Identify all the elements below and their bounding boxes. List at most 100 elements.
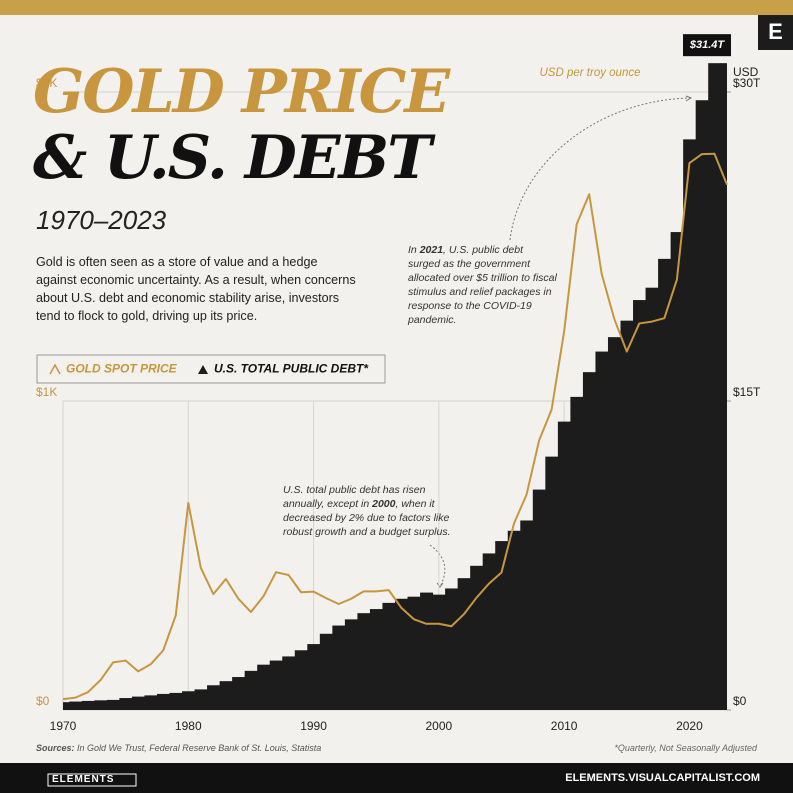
debt-bar — [94, 700, 108, 710]
arrow-head — [436, 582, 444, 588]
footnote: *Quarterly, Not Seasonally Adjusted — [614, 743, 757, 753]
debt-bar — [244, 670, 258, 710]
annotation: U.S. total public debt has risen annuall… — [283, 483, 458, 539]
x-tick-label: 1980 — [175, 719, 202, 733]
debt-bar — [63, 702, 70, 710]
text-part: Sources: — [36, 743, 78, 753]
debt-bar — [683, 139, 697, 710]
debt-bar — [207, 685, 221, 710]
text-part: , U.S. public debt surged as the governm… — [408, 244, 557, 326]
text-part: In — [408, 244, 420, 256]
debt-bar — [294, 650, 308, 710]
debt-bar — [382, 602, 396, 710]
debt-bar — [407, 596, 421, 710]
text-part: 2000 — [372, 498, 396, 510]
x-tick-label: 1970 — [50, 719, 77, 733]
title: & U.S. DEBT — [33, 123, 432, 193]
arrow-head — [685, 95, 693, 102]
value-label: $31.4T — [689, 39, 726, 51]
debt-bar — [119, 698, 133, 710]
debt-bar — [169, 692, 183, 710]
debt-bar — [269, 660, 283, 710]
y2-tick-label: $30T — [733, 76, 761, 90]
top-bar — [0, 0, 793, 15]
y2-tick-label: $0 — [733, 694, 747, 708]
brand-box — [47, 773, 137, 787]
debt-bar — [620, 320, 634, 710]
y2-axis-label: USD — [733, 65, 759, 79]
debt-bar — [219, 681, 233, 710]
text-part: , when it decreased by 2% due to factors… — [283, 498, 451, 538]
value-label-box — [683, 34, 731, 57]
debt-bar — [720, 63, 727, 710]
debt-bar — [633, 300, 647, 710]
gold-line — [62, 152, 728, 701]
y2-tick-label: $15T — [733, 385, 761, 399]
logo-box — [758, 15, 793, 50]
legend-marker — [49, 363, 61, 375]
x-tick-label: 2000 — [425, 719, 452, 733]
debt-bar — [532, 489, 546, 710]
debt-bar — [708, 63, 722, 710]
debt-bar — [282, 656, 296, 710]
annotation-arrow — [509, 97, 691, 241]
annotation-arrow — [429, 544, 446, 588]
debt-bar — [470, 565, 484, 710]
x-tick-label: 1990 — [300, 719, 327, 733]
brand: ELEMENTS — [52, 774, 115, 785]
debt-bar — [357, 613, 371, 710]
legend-box — [36, 354, 386, 384]
debt-bar — [595, 351, 609, 710]
debt-bar — [156, 693, 170, 710]
debt-bar — [144, 695, 158, 710]
legend-label: GOLD SPOT PRICE — [66, 362, 178, 376]
debt-bar — [194, 689, 208, 710]
text-part: U.S. total public debt has risen annuall… — [283, 484, 426, 510]
debt-bar — [695, 100, 709, 710]
debt-bar — [457, 578, 471, 710]
debt-bar — [332, 625, 346, 710]
annotation: In 2021, U.S. public debt surged as the … — [408, 243, 558, 327]
debt-bar — [658, 258, 672, 710]
debt-bar — [482, 553, 496, 710]
debt-bar — [495, 541, 509, 710]
logo: E — [768, 19, 783, 44]
debt-bar — [257, 664, 271, 710]
debt-bar — [557, 421, 571, 710]
debt-bar — [369, 609, 383, 710]
debt-bar — [395, 598, 409, 710]
footer-bar — [0, 763, 793, 793]
debt-bar — [106, 699, 120, 710]
x-tick-label: 2010 — [551, 719, 578, 733]
debt-bar — [645, 287, 659, 710]
website: ELEMENTS.VISUALCAPITALIST.COM — [565, 772, 760, 784]
debt-bar — [69, 701, 83, 710]
debt-bar — [670, 232, 684, 710]
debt-bar — [182, 691, 196, 710]
debt-bar — [507, 530, 521, 710]
description: Gold is often seen as a store of value a… — [36, 255, 356, 323]
title: GOLD PRICE — [33, 57, 450, 127]
legend-marker — [198, 365, 208, 374]
y-tick-label: $0 — [36, 694, 50, 708]
debt-bar — [131, 696, 145, 710]
y-tick-label: $2K — [36, 76, 57, 90]
debt-bar — [607, 337, 622, 710]
y-tick-label: $1K — [36, 385, 57, 399]
y-axis-label: USD per troy ounce — [540, 67, 641, 79]
debt-bar — [307, 644, 321, 710]
debt-bar — [520, 520, 534, 710]
debt-bar — [432, 594, 446, 710]
legend-label: U.S. TOTAL PUBLIC DEBT* — [214, 362, 369, 376]
debt-bar — [570, 396, 584, 710]
debt-bar — [232, 677, 246, 710]
debt-bar — [582, 372, 596, 710]
subtitle: 1970–2023 — [36, 205, 167, 235]
text-part: 2021 — [419, 244, 444, 256]
text-part: In Gold We Trust, Federal Reserve Bank o… — [77, 743, 322, 753]
debt-bar — [81, 700, 95, 710]
debt-bar — [344, 619, 358, 710]
sources: Sources: In Gold We Trust, Federal Reser… — [36, 743, 321, 753]
